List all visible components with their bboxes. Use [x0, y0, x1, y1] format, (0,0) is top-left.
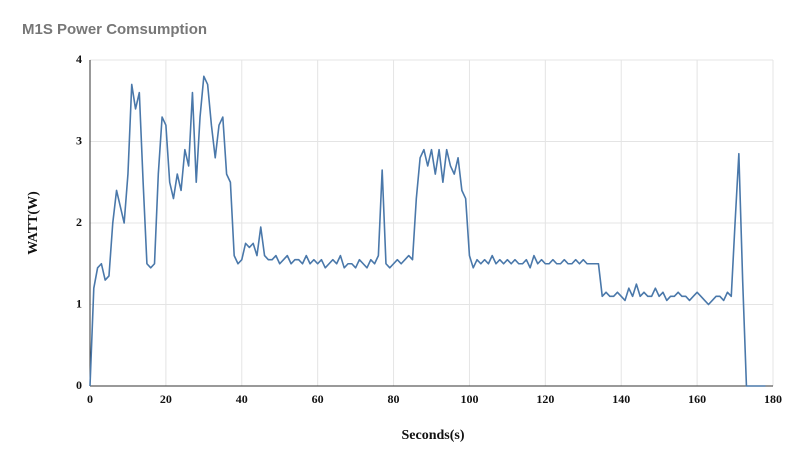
x-tick-label: 180	[764, 392, 782, 406]
y-tick-label: 0	[76, 378, 82, 392]
x-tick-label: 160	[688, 392, 706, 406]
x-axis-label: Seconds(s)	[401, 428, 464, 443]
y-tick-label: 2	[76, 215, 82, 229]
y-tick-label: 1	[76, 296, 82, 310]
x-tick-label: 0	[87, 392, 93, 406]
data-line	[89, 75, 766, 387]
x-tick-label: 40	[236, 392, 248, 406]
x-tick-label: 60	[312, 392, 324, 406]
y-axis-label: WATT(W)	[26, 191, 41, 255]
x-tick-label: 120	[536, 392, 554, 406]
y-tick-label: 4	[76, 52, 82, 66]
chart-title: M1S Power Comsumption	[22, 21, 207, 38]
y-tick-label: 3	[76, 133, 82, 147]
x-tick-label: 20	[160, 392, 172, 406]
x-tick-label: 100	[460, 392, 478, 406]
x-tick-label: 140	[612, 392, 630, 406]
x-tick-label: 80	[388, 392, 400, 406]
